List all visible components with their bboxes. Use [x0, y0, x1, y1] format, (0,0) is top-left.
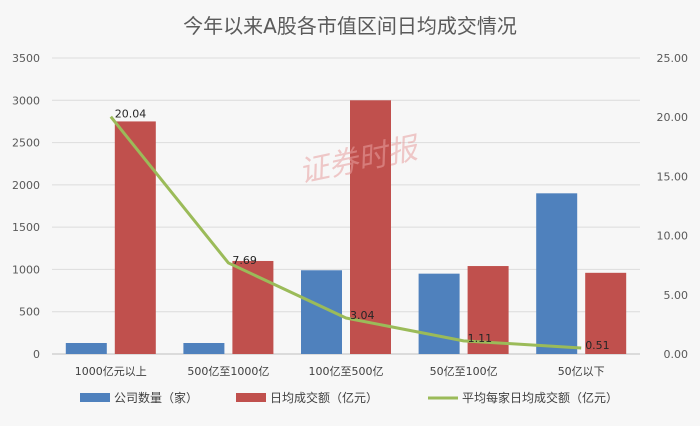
line-series: 20.04 7.69 3.04 1.11 0.51 [109, 108, 610, 352]
right-tick-label: 25.00 [657, 52, 689, 65]
right-axis-ticks: 0.00 5.00 10.00 15.00 20.00 25.00 [657, 52, 689, 361]
turnover-bar-3 [467, 266, 509, 354]
category-labels: 1000亿元以上 500亿至1000亿 100亿至500亿 50亿至100亿 50亿以下 [75, 365, 605, 378]
company-count-bar-1 [183, 343, 225, 354]
avg-turnover-line [109, 115, 582, 350]
chart-title: 今年以来A股各市值区间日均成交情况 [183, 14, 517, 38]
avg-turnover-point-label: 20.04 [115, 108, 147, 121]
left-tick-label: 2500 [12, 137, 40, 150]
category-label: 1000亿元以上 [75, 365, 147, 378]
legend-swatch [80, 393, 110, 402]
legend-label: 平均每家日均成交额（亿元） [462, 390, 618, 405]
company-count-bar-4 [536, 193, 578, 354]
left-tick-label: 0 [33, 348, 40, 361]
right-tick-label: 15.00 [657, 170, 689, 183]
category-label: 50亿以下 [558, 365, 605, 378]
avg-turnover-point-label: 3.04 [350, 309, 375, 322]
category-label: 500亿至1000亿 [187, 365, 269, 378]
right-tick-label: 20.00 [657, 111, 689, 124]
legend-label: 日均成交额（亿元） [270, 390, 378, 405]
left-axis-ticks: 0 500 1000 1500 2000 2500 3000 3500 [12, 52, 40, 361]
right-tick-label: 5.00 [664, 289, 689, 302]
left-tick-label: 500 [19, 306, 40, 319]
turnover-bar-4 [585, 272, 627, 354]
category-label: 50亿至100亿 [430, 365, 498, 378]
category-label: 100亿至500亿 [309, 365, 384, 378]
left-tick-label: 3500 [12, 52, 40, 65]
legend: 公司数量（家） 日均成交额（亿元） 平均每家日均成交额（亿元） [80, 390, 618, 405]
left-tick-label: 1000 [12, 263, 40, 276]
legend-swatch [236, 393, 266, 402]
turnover-bar-0 [114, 121, 156, 354]
turnover-bar-2 [350, 100, 391, 355]
turnover-bar-1 [232, 260, 274, 354]
right-tick-label: 10.00 [657, 230, 689, 243]
company-count-bar-3 [418, 273, 460, 354]
left-tick-label: 2000 [12, 179, 40, 192]
left-tick-label: 3000 [12, 94, 40, 107]
right-tick-label: 0.00 [664, 348, 689, 361]
avg-turnover-point-label: 0.51 [585, 339, 610, 352]
left-tick-label: 1500 [12, 221, 40, 234]
bars [65, 100, 627, 355]
legend-label: 公司数量（家） [114, 390, 198, 405]
company-count-bar-0 [65, 343, 107, 354]
avg-turnover-point-label: 7.69 [232, 254, 257, 267]
avg-turnover-point-label: 1.11 [468, 332, 493, 345]
